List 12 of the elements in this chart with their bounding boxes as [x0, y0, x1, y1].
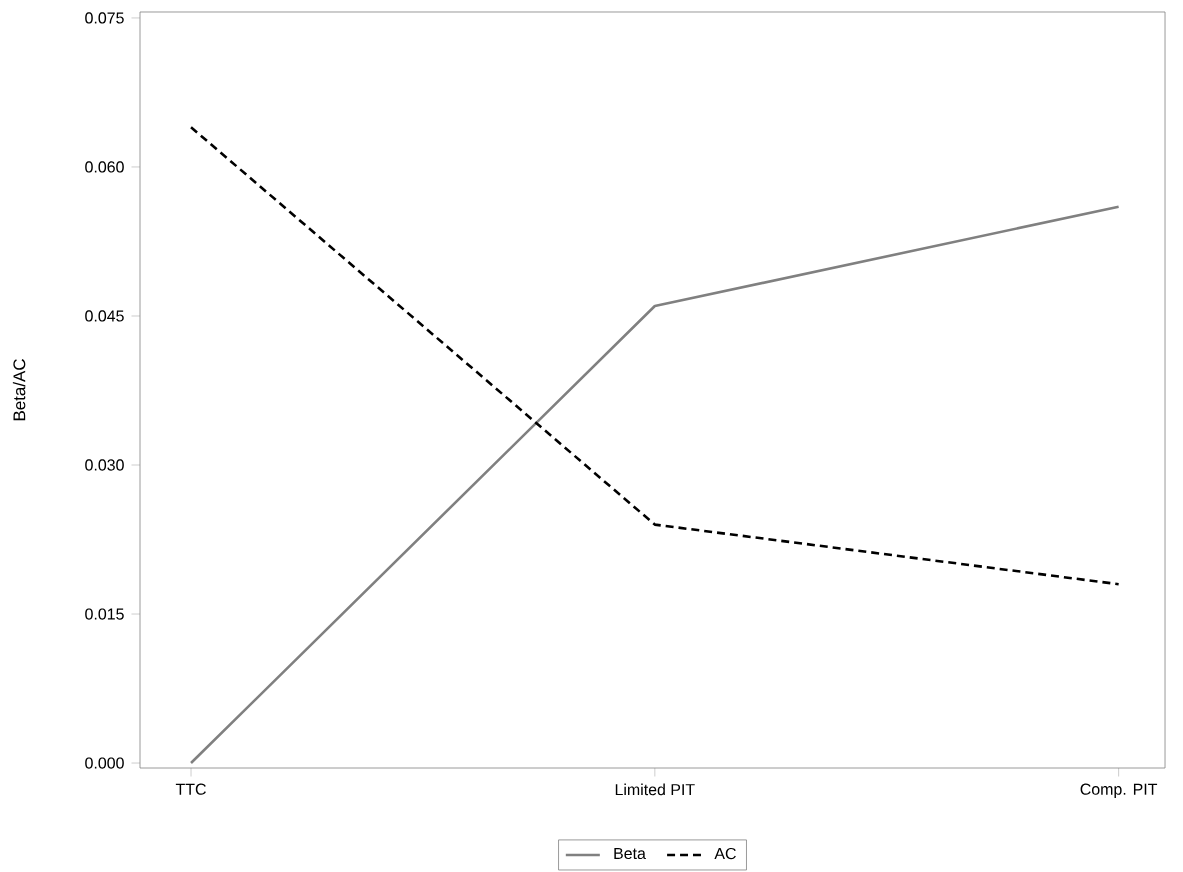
legend-label: Beta — [614, 847, 646, 860]
x-tick-label: TTC — [175, 783, 206, 795]
y-tick-label: 0.060 — [85, 161, 124, 173]
y-axis-title: Beta/AC — [12, 359, 26, 421]
y-tick-label: 0.075 — [85, 12, 124, 24]
y-tick-label: 0.045 — [85, 310, 124, 322]
y-tick-label: 0.015 — [85, 608, 124, 620]
y-tick-label: 0.030 — [85, 459, 124, 471]
x-tick-label: Limited PIT — [615, 783, 695, 796]
y-tick-label: 0.000 — [85, 757, 124, 769]
x-tick-label: Comp. PIT — [1080, 783, 1158, 798]
legend-label: AC — [714, 847, 736, 860]
